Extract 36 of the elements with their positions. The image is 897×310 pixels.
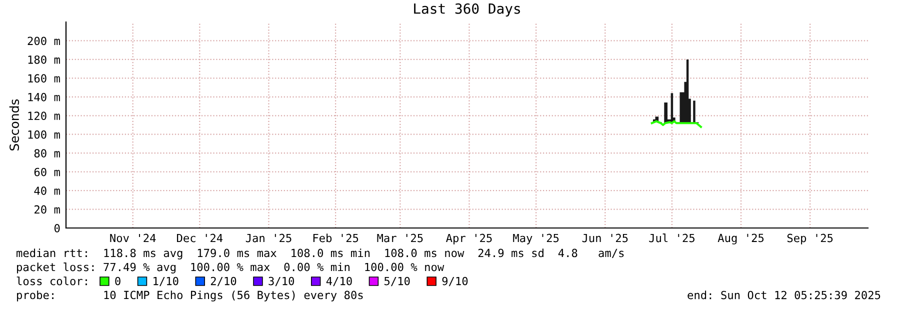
legend-label: 9/10: [442, 276, 468, 286]
text: probe: 10 ICMP Echo Pings (56 Bytes) every 80s: [17, 290, 363, 302]
y-tick-label: 180 m: [28, 55, 60, 64]
legend-label: 0: [115, 276, 120, 286]
y-tick-label: 120 m: [28, 112, 60, 120]
legend-label: 5/10: [384, 276, 410, 286]
y-tick-label: 20 m: [34, 205, 60, 214]
y-axis-title: Seconds: [9, 99, 20, 150]
x-tick-label: Dec '24: [176, 234, 223, 242]
y-tick-label: 60 m: [34, 168, 60, 176]
x-tick-label: Jan '25: [246, 234, 292, 242]
legend-label: 2/10: [210, 276, 236, 286]
legend-label: 1/10: [154, 276, 178, 286]
x-tick-label: Feb '25: [313, 234, 358, 242]
x-tick-label: Nov '24: [110, 234, 156, 242]
y-tick-label: 200 m: [28, 36, 60, 46]
y-tick-label: 0: [54, 224, 60, 232]
y-tick-label: 140 m: [28, 92, 60, 102]
x-tick-label: May '25: [513, 234, 559, 244]
x-tick-label: Jul '25: [649, 234, 694, 242]
y-tick-label: 160 m: [28, 74, 60, 83]
x-tick-label: Mar '25: [377, 234, 423, 242]
text: packet loss: 77.49 % avg 100.00 % max 0.00 % min 100.00 % now: [17, 262, 444, 274]
y-tick-label: 40 m: [34, 186, 60, 195]
legend-label: 3/10: [268, 276, 294, 286]
x-tick-label: Sep '25: [787, 234, 833, 244]
x-tick-label: Aug '25: [718, 234, 764, 244]
chart-title: Last 360 Days: [414, 3, 520, 17]
x-tick-label: Apr '25: [446, 234, 492, 244]
y-tick-label: 100 m: [28, 130, 60, 139]
legend-label: 4/10: [326, 276, 352, 286]
x-tick-label: Jun '25: [582, 234, 628, 242]
text: median rtt: 118.8 ms avg 179.0 ms max 108.0 ms min 108.0 ms now 24.9 ms sd 4.8 am/s: [16, 248, 624, 260]
legend-title: loss color:: [16, 276, 87, 286]
y-tick-label: 80 m: [34, 149, 60, 158]
text: end: Sun Oct 12 05:25:39 2025: [688, 290, 880, 300]
